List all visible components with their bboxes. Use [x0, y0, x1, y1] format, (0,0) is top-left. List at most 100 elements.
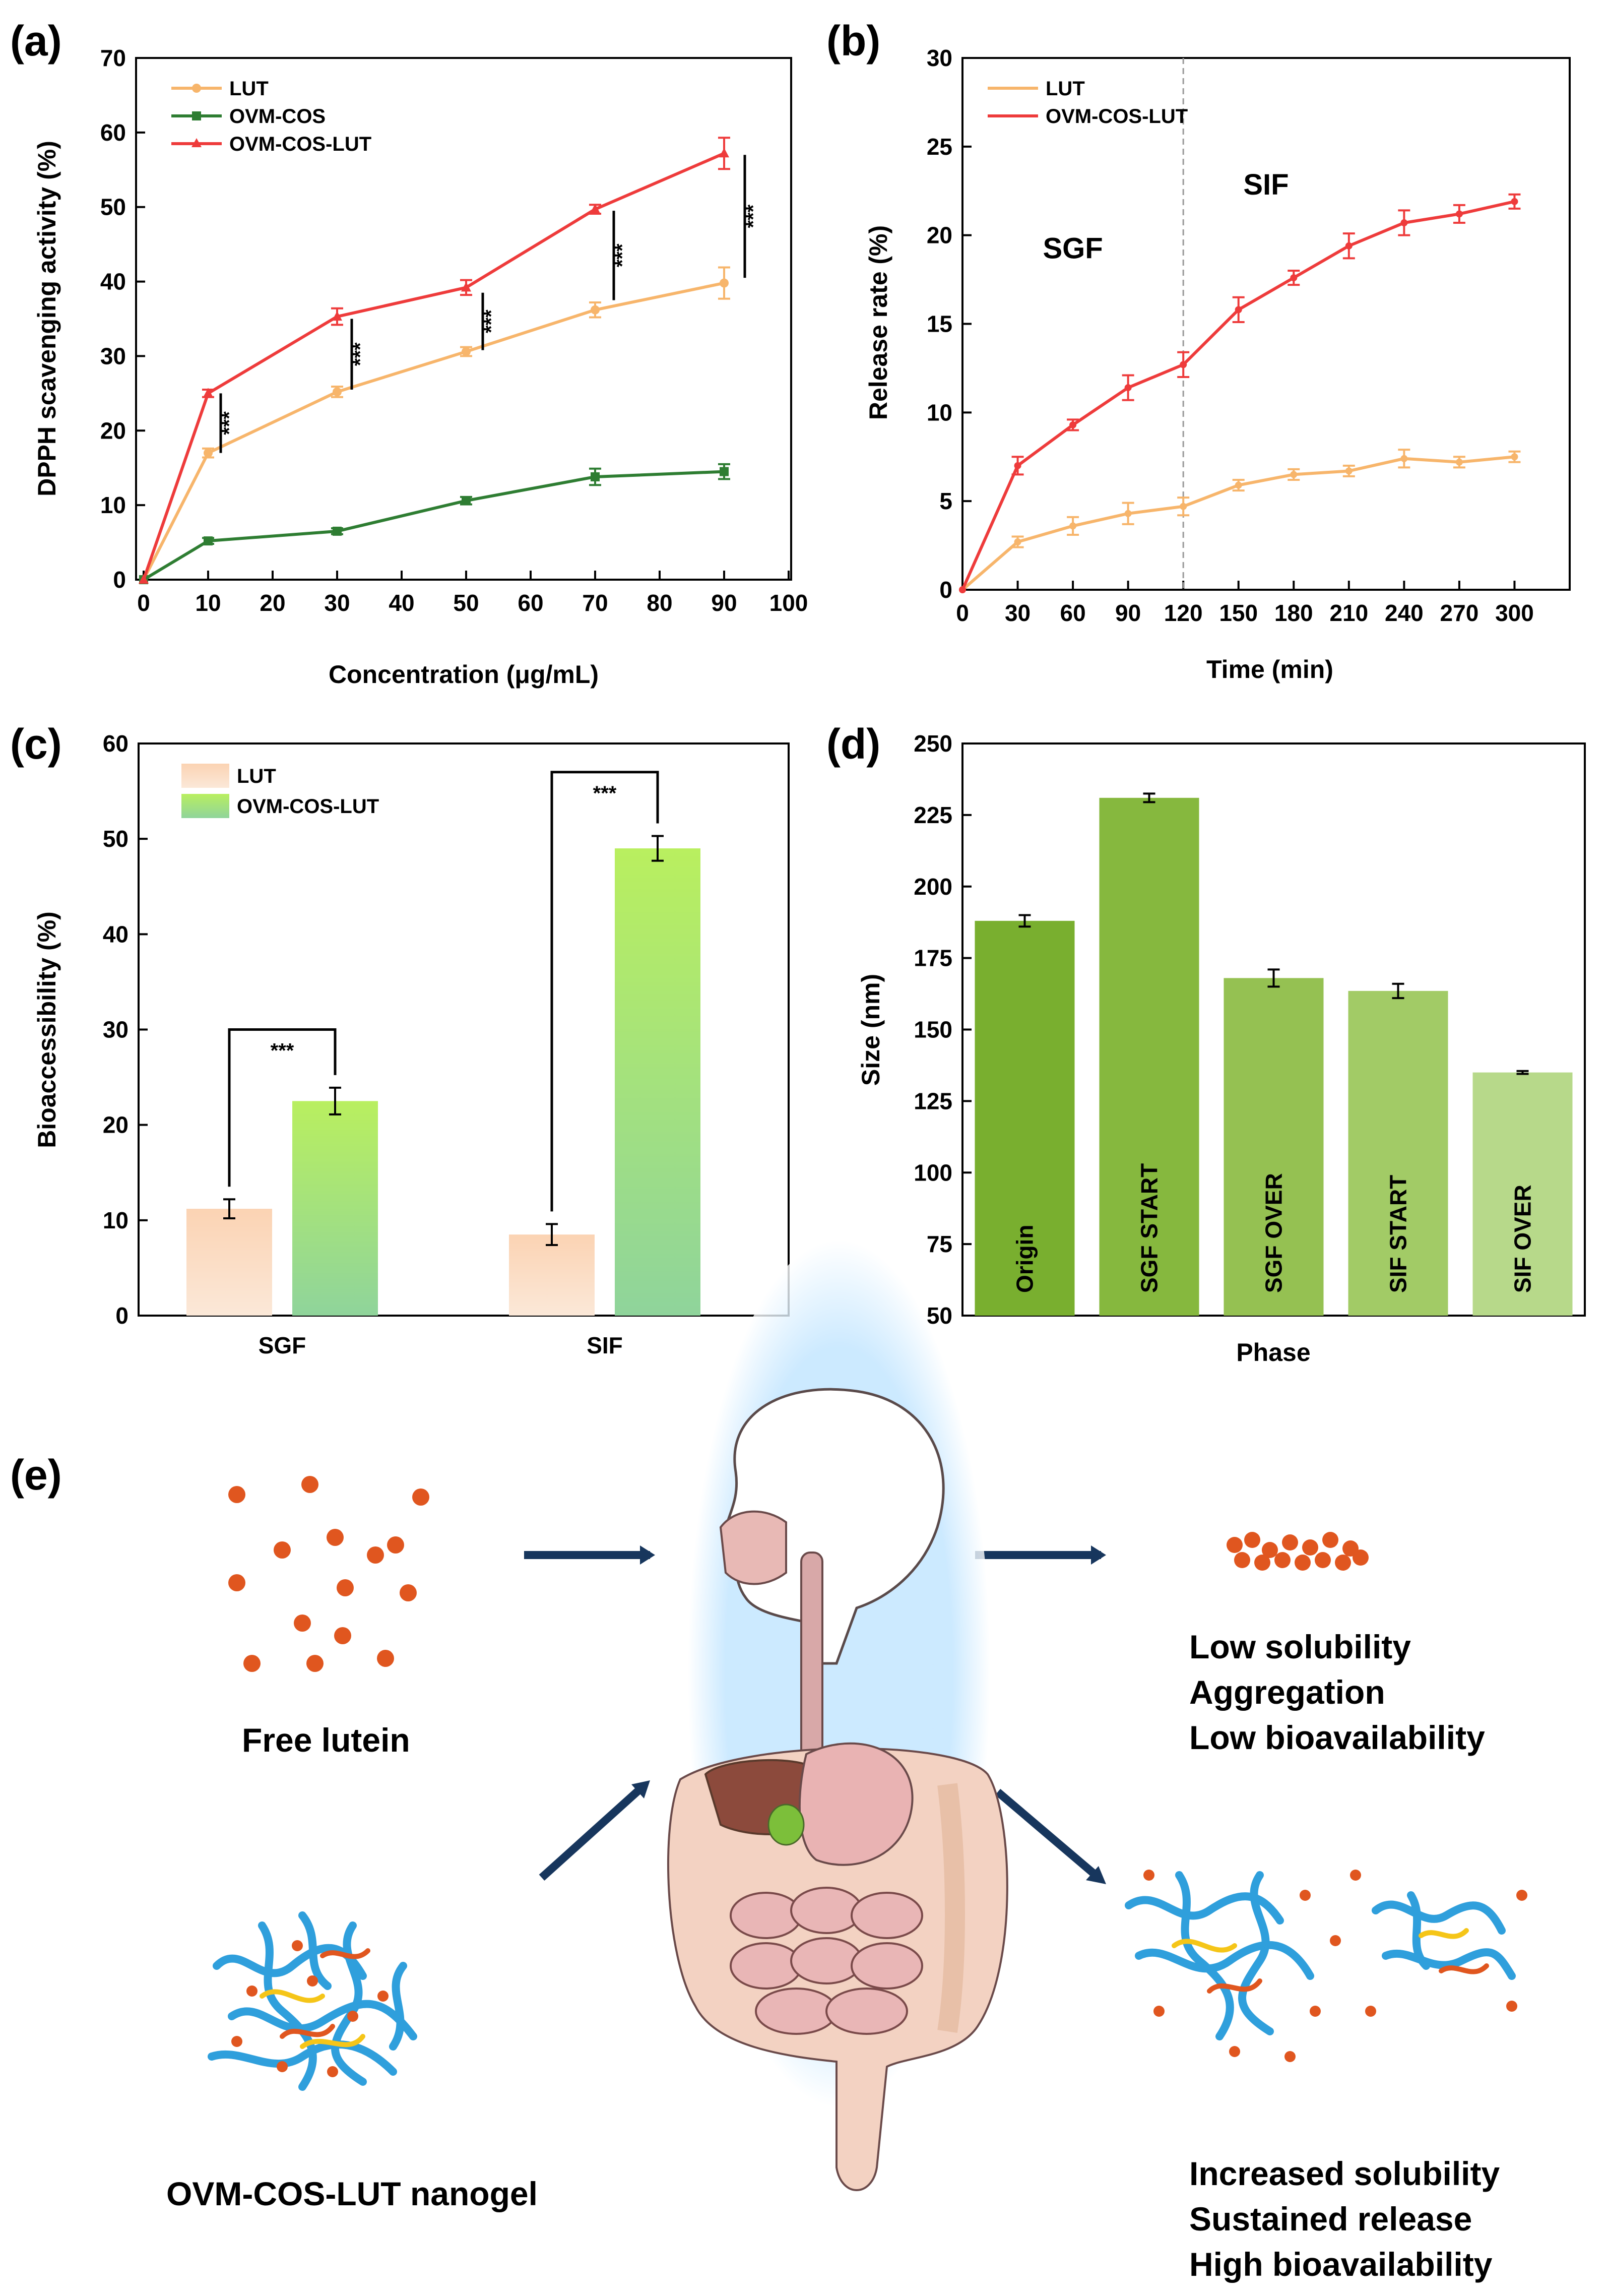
data-point [591, 305, 600, 315]
panel-a-x-ticks: 0 10 20 30 40 50 60 70 80 90 100 [137, 571, 808, 616]
panel-c-bars: SGF *** SIF *** [186, 771, 700, 1358]
x-tick-label: 30 [324, 590, 350, 616]
panel-a-x-title: Concentration (μg/mL) [329, 660, 599, 689]
y-tick-label: 10 [100, 492, 126, 518]
legend-ovm-cos-label: OVM-COS [229, 105, 326, 128]
panel-b: (b) 0 30 60 90 120 150 180 210 240 270 300 0 5 10 15 2… [826, 17, 1571, 684]
legend-c-lut-swatch [181, 764, 229, 788]
y-tick-label: 100 [914, 1159, 952, 1186]
panel-d-x-title: Phase [1236, 1338, 1310, 1367]
y-tick-label: 10 [927, 399, 952, 425]
y-tick-label: 0 [113, 567, 126, 593]
panel-d-y-title: Size (nm) [857, 974, 885, 1086]
legend-lut-label: LUT [229, 78, 269, 100]
data-point [332, 311, 342, 321]
legend-c-ovm-label: OVM-COS-LUT [237, 795, 379, 818]
x-tick-label: 80 [647, 590, 672, 616]
panel-a-y-title: DPPH scavenging activity (%) [33, 141, 61, 497]
data-point [1400, 455, 1408, 462]
data-point [1455, 458, 1463, 466]
data-point [1290, 471, 1298, 478]
significance-label: *** [742, 204, 764, 228]
dispersed-lutein-particles [1143, 1870, 1527, 2062]
y-tick-label: 60 [100, 119, 126, 146]
outcome-nanogel-3: High bioavailability [1189, 2246, 1493, 2283]
data-point [1511, 453, 1518, 461]
free-lutein-label: Free lutein [242, 1721, 410, 1759]
y-tick-label: 25 [927, 134, 952, 160]
x-tick-label: 90 [1115, 600, 1141, 626]
x-tick-label: 270 [1440, 600, 1479, 626]
y-tick-label: 75 [927, 1231, 952, 1257]
data-point [462, 347, 471, 356]
panel-b-y-title: Release rate (%) [864, 225, 892, 420]
panel-c: (c) 0 10 20 30 40 50 60 Bioaccessibility (%) S… [10, 720, 790, 1358]
x-tick-label: 0 [956, 600, 969, 626]
panel-a-label: (a) [10, 17, 62, 65]
x-tick-label: 20 [260, 590, 285, 616]
y-tick-label: 40 [103, 921, 128, 947]
y-tick-label: 225 [914, 802, 952, 828]
flow-arrow-3 [539, 1780, 650, 1881]
data-point [1235, 306, 1242, 314]
bar [1472, 1072, 1573, 1316]
y-tick-label: 30 [100, 343, 126, 369]
panel-b-x-ticks: 0 30 60 90 120 150 180 210 240 270 300 [956, 581, 1534, 626]
significance-label: *** [271, 1040, 294, 1062]
significance-label: *** [480, 309, 502, 333]
x-tick-label: 210 [1329, 600, 1368, 626]
panel-c-y-title: Bioaccessibility (%) [33, 911, 61, 1148]
panel-a-frame [135, 57, 792, 581]
nanogel-particles [231, 1940, 389, 2077]
x-tick-label: 180 [1274, 600, 1313, 626]
panel-b-label: (b) [826, 17, 880, 65]
panel-c-y-ticks: 0 10 20 30 40 50 60 [103, 730, 148, 1329]
panel-b-series [959, 193, 1521, 593]
data-point [204, 448, 213, 458]
digestive-system-illustration [667, 1240, 1008, 2191]
category-label: SIF [587, 1332, 623, 1358]
bar-category-label: SGF OVER [1261, 1173, 1287, 1293]
series-line [142, 281, 725, 581]
data-point [1069, 522, 1077, 530]
panel-c-legend: LUT OVM-COS-LUT [181, 764, 379, 818]
aggregated-lutein-particles [1227, 1532, 1369, 1571]
y-tick-label: 150 [914, 1017, 952, 1043]
significance-bracket [228, 1028, 337, 1187]
panel-e: (e) Free lutein [10, 1240, 1527, 2283]
x-tick-label: 240 [1385, 600, 1424, 626]
x-tick-label: 300 [1495, 600, 1534, 626]
bar-category-label: SIF OVER [1510, 1185, 1536, 1293]
bar [1224, 978, 1324, 1316]
data-point [1180, 361, 1187, 368]
y-tick-label: 10 [103, 1207, 128, 1233]
bar-lut [186, 1209, 272, 1316]
data-point [1235, 481, 1242, 489]
flow-arrow-1 [524, 1545, 655, 1565]
series-line [143, 470, 725, 581]
data-point [1345, 467, 1353, 475]
x-tick-label: 50 [453, 590, 479, 616]
data-point [139, 574, 149, 584]
y-tick-label: 20 [100, 417, 126, 444]
data-point [590, 204, 600, 214]
outcome-free-1: Low solubility [1189, 1628, 1411, 1665]
bar-ovm-cos-lut [292, 1101, 378, 1316]
y-tick-label: 200 [914, 874, 952, 900]
bar-category-label: SGF START [1136, 1163, 1163, 1293]
annotation-sif: SIF [1243, 168, 1289, 201]
legend-c-ovm-swatch [181, 794, 229, 818]
data-point [333, 387, 342, 397]
panel-a-significance: *** *** *** *** *** [218, 155, 764, 453]
annotation-sgf: SGF [1043, 232, 1103, 265]
data-point [720, 278, 729, 288]
panel-c-label: (c) [10, 720, 62, 768]
y-tick-label: 40 [100, 269, 126, 295]
x-tick-label: 0 [137, 590, 150, 616]
panel-a-series [139, 137, 730, 584]
x-tick-label: 70 [582, 590, 608, 616]
data-point [1180, 503, 1187, 510]
panel-d: (d) 50 75 100 125 150 175 200 225 250 Phase Size… [826, 720, 1586, 1367]
y-tick-label: 20 [103, 1112, 128, 1138]
panel-d-y-ticks: 50 75 100 125 150 175 200 225 250 [914, 730, 972, 1329]
